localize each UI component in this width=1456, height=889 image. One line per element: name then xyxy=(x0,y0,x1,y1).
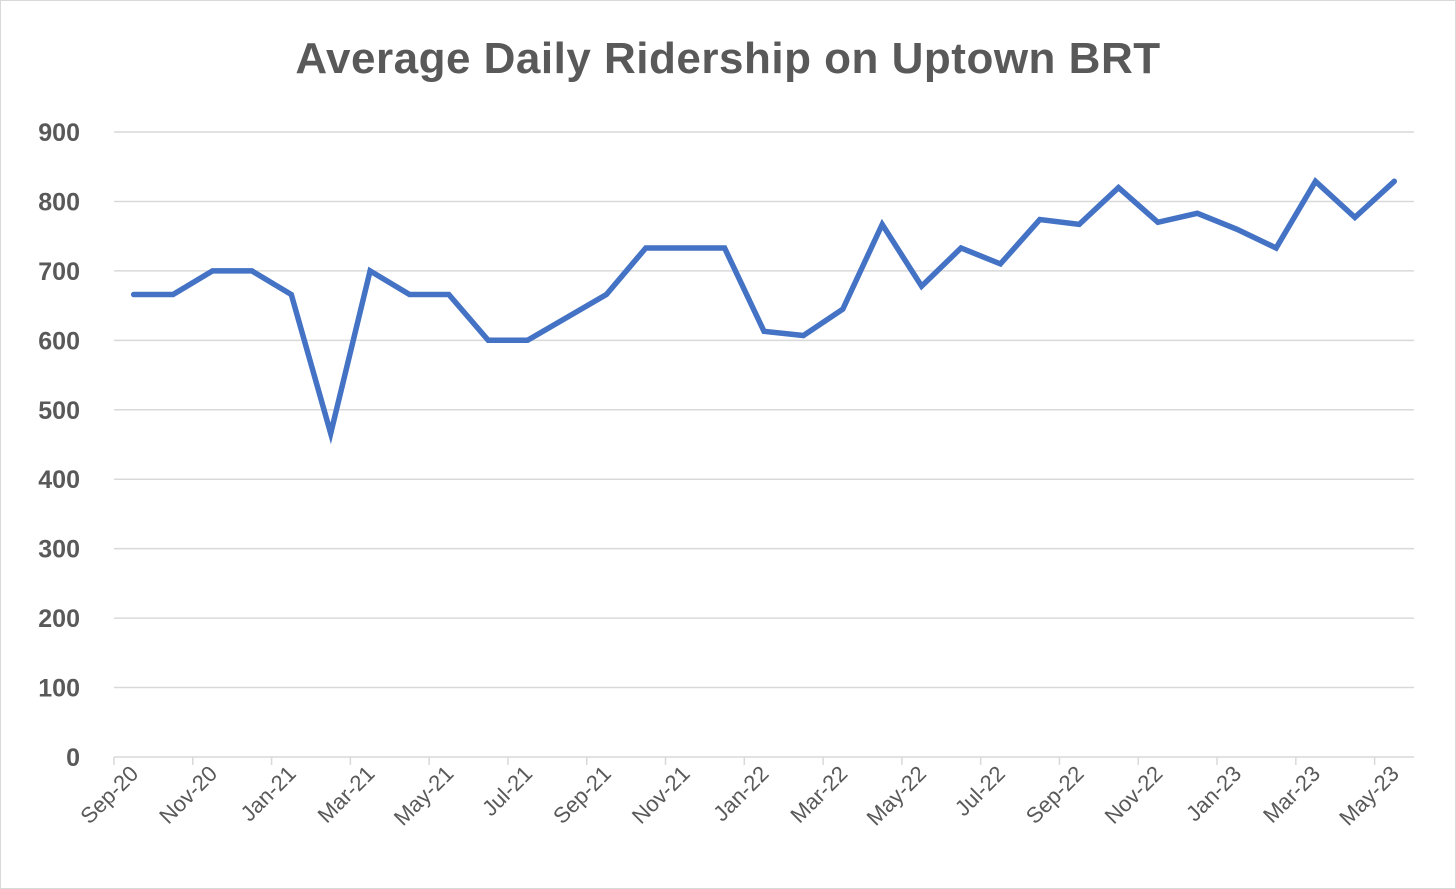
data-point xyxy=(1195,211,1200,216)
x-tick-label: Jul-22 xyxy=(950,761,1010,821)
x-tick-label: Mar-23 xyxy=(1258,761,1325,828)
y-tick-label: 900 xyxy=(38,119,80,147)
data-point xyxy=(131,292,136,297)
data-point xyxy=(683,245,688,250)
data-point xyxy=(1313,179,1318,184)
x-tick-label: Sep-21 xyxy=(548,761,616,829)
y-tick-label: 0 xyxy=(66,744,80,772)
data-point xyxy=(525,338,530,343)
y-tick-label: 700 xyxy=(38,258,80,286)
data-point xyxy=(840,307,845,312)
data-point xyxy=(1116,185,1121,190)
data-point xyxy=(1037,217,1042,222)
data-point xyxy=(762,329,766,334)
data-point xyxy=(446,292,451,297)
data-point xyxy=(1234,227,1239,232)
data-point xyxy=(604,292,609,297)
data-point xyxy=(801,333,806,338)
data-point xyxy=(1392,179,1397,184)
chart-title: Average Daily Ridership on Uptown BRT xyxy=(295,34,1161,83)
x-tick-label: Jan-22 xyxy=(708,761,773,826)
x-tick-label: Sep-20 xyxy=(75,761,143,829)
data-point xyxy=(210,268,215,273)
series-line xyxy=(130,176,1398,445)
y-tick-label: 400 xyxy=(38,466,80,494)
data-point xyxy=(1077,222,1082,227)
x-tick-label: May-22 xyxy=(862,761,932,831)
y-tick-label: 200 xyxy=(38,605,80,633)
y-tick-label: 800 xyxy=(38,188,80,216)
data-point xyxy=(407,292,412,297)
x-tick-label: Mar-21 xyxy=(313,761,380,828)
x-tick-label: Jul-21 xyxy=(477,761,537,821)
data-point xyxy=(722,245,727,250)
y-tick-label: 100 xyxy=(38,675,80,703)
data-point xyxy=(289,292,294,297)
x-tick-label: Nov-22 xyxy=(1100,761,1168,829)
y-tick-label: 600 xyxy=(38,327,80,355)
x-tick-label: May-21 xyxy=(389,761,459,831)
data-point xyxy=(171,292,176,297)
data-point xyxy=(328,431,333,436)
x-tick-label: May-23 xyxy=(1334,761,1404,831)
data-point xyxy=(368,268,373,273)
data-point xyxy=(958,245,963,250)
y-tick-label: 300 xyxy=(38,536,80,564)
data-point xyxy=(643,245,648,250)
x-tick-label: Nov-21 xyxy=(627,761,695,829)
x-tick-label: Jan-23 xyxy=(1181,761,1246,826)
x-tick-label: Nov-20 xyxy=(154,761,222,829)
data-point xyxy=(486,338,491,343)
data-point xyxy=(1274,245,1279,250)
data-point xyxy=(880,222,885,227)
data-point xyxy=(1155,220,1160,225)
y-tick-label: 500 xyxy=(38,397,80,425)
x-tick-label: Jan-21 xyxy=(236,761,301,826)
data-point xyxy=(565,315,570,320)
data-point xyxy=(998,261,1003,266)
x-tick-label: Mar-22 xyxy=(785,761,852,828)
data-point xyxy=(249,268,254,273)
data-point xyxy=(919,284,924,289)
x-tick-label: Sep-22 xyxy=(1021,761,1089,829)
data-point xyxy=(1352,215,1357,220)
